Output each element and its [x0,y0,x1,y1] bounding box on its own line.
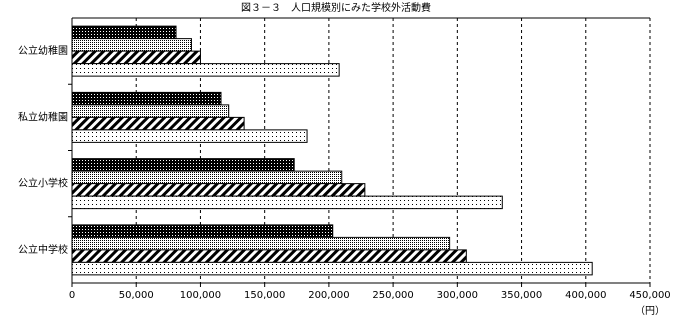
x-tick-label: 200,000 [308,290,349,301]
bar [71,129,308,143]
bar [71,195,503,210]
x-tick-label: 350,000 [501,290,542,301]
bar [71,236,451,251]
x-tick-label: 400,000 [565,290,606,301]
bar [71,104,230,118]
bar [71,38,192,52]
bar [71,249,467,263]
y-tick-label: 公立幼稚園 [18,44,68,57]
x-tick-label: 50,000 [119,290,154,301]
bar [71,91,222,106]
bar [71,50,201,65]
bar [71,63,340,77]
bar [71,224,334,238]
chart-title: 図３－３ 人口規模別にみた学校外活動費 [241,1,431,14]
y-tick-label: 公立中学校 [18,243,68,256]
x-tick-label: 450,000 [629,290,670,301]
y-tick-label: 私立幼稚園 [18,110,68,123]
x-tick-label: 300,000 [437,290,478,301]
x-tick-label: 250,000 [372,290,413,301]
bar [71,116,245,131]
bar [71,25,177,40]
bar [71,261,593,276]
x-tick-label: 0 [69,290,75,301]
x-tick-label: 100,000 [180,290,221,301]
bar [71,183,366,197]
y-tick-label: 公立小学校 [18,177,68,190]
x-axis-label: （円） [635,305,665,317]
bar [71,158,295,172]
bar [71,170,343,185]
x-tick-label: 150,000 [244,290,285,301]
